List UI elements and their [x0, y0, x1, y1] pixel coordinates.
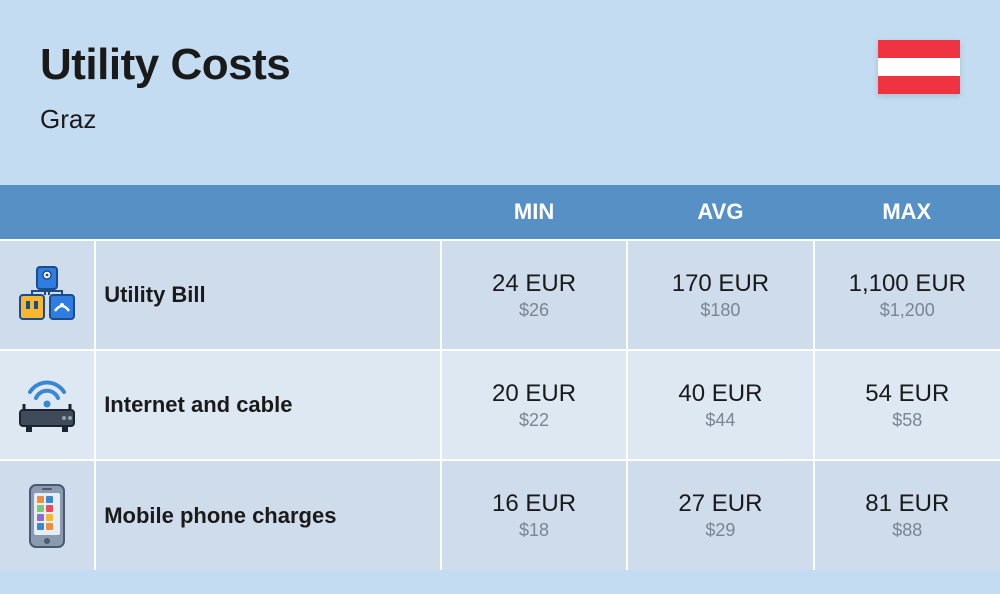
col-icon	[0, 185, 95, 240]
min-secondary: $18	[442, 520, 626, 541]
min-primary: 20 EUR	[442, 380, 626, 408]
avg-secondary: $29	[628, 520, 812, 541]
page-title: Utility Costs	[40, 40, 960, 90]
row-label: Mobile phone charges	[95, 460, 441, 570]
max-secondary: $88	[815, 520, 1000, 541]
utility-bill-icon	[10, 265, 84, 325]
max-primary: 54 EUR	[815, 380, 1000, 408]
header: Utility Costs Graz	[0, 0, 1000, 185]
col-max: MAX	[814, 185, 1000, 240]
avg-primary: 40 EUR	[628, 380, 812, 408]
col-avg: AVG	[627, 185, 813, 240]
cell-max: 81 EUR $88	[814, 460, 1000, 570]
cell-min: 20 EUR $22	[441, 350, 627, 460]
internet-cable-icon	[10, 374, 84, 436]
min-secondary: $26	[442, 300, 626, 321]
max-primary: 1,100 EUR	[815, 270, 1000, 298]
row-label: Utility Bill	[95, 240, 441, 350]
row-icon-cell	[0, 240, 95, 350]
cell-avg: 27 EUR $29	[627, 460, 813, 570]
table-row: Internet and cable 20 EUR $22 40 EUR $44…	[0, 350, 1000, 460]
avg-secondary: $180	[628, 300, 812, 321]
mobile-phone-icon	[10, 481, 84, 551]
col-label	[95, 185, 441, 240]
min-primary: 16 EUR	[442, 490, 626, 518]
page-subtitle: Graz	[40, 104, 960, 135]
utility-costs-table: MIN AVG MAX	[0, 185, 1000, 570]
avg-primary: 170 EUR	[628, 270, 812, 298]
min-secondary: $22	[442, 410, 626, 431]
cell-min: 16 EUR $18	[441, 460, 627, 570]
cell-avg: 170 EUR $180	[627, 240, 813, 350]
row-label: Internet and cable	[95, 350, 441, 460]
max-primary: 81 EUR	[815, 490, 1000, 518]
max-secondary: $1,200	[815, 300, 1000, 321]
table-header-row: MIN AVG MAX	[0, 185, 1000, 240]
table-row: Mobile phone charges 16 EUR $18 27 EUR $…	[0, 460, 1000, 570]
avg-primary: 27 EUR	[628, 490, 812, 518]
row-icon-cell	[0, 350, 95, 460]
cell-min: 24 EUR $26	[441, 240, 627, 350]
cell-max: 54 EUR $58	[814, 350, 1000, 460]
avg-secondary: $44	[628, 410, 812, 431]
max-secondary: $58	[815, 410, 1000, 431]
table-row: Utility Bill 24 EUR $26 170 EUR $180 1,1…	[0, 240, 1000, 350]
austria-flag-icon	[878, 40, 960, 94]
cell-avg: 40 EUR $44	[627, 350, 813, 460]
cell-max: 1,100 EUR $1,200	[814, 240, 1000, 350]
row-icon-cell	[0, 460, 95, 570]
col-min: MIN	[441, 185, 627, 240]
min-primary: 24 EUR	[442, 270, 626, 298]
